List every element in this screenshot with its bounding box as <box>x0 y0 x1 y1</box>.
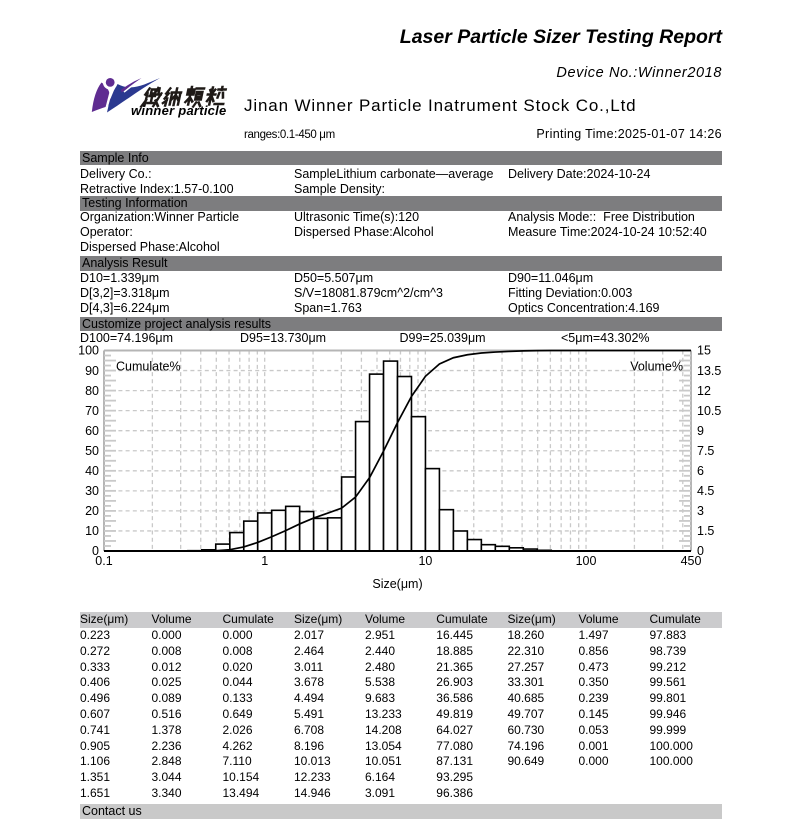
svg-text:0: 0 <box>92 544 99 558</box>
svg-text:70: 70 <box>85 404 99 418</box>
svg-text:100: 100 <box>576 554 597 568</box>
svg-text:10: 10 <box>85 524 99 538</box>
svg-text:0: 0 <box>697 544 704 558</box>
svg-text:20: 20 <box>85 504 99 518</box>
svg-text:450: 450 <box>681 554 702 568</box>
svg-text:80: 80 <box>85 384 99 398</box>
svg-text:6: 6 <box>697 464 704 478</box>
svg-text:50: 50 <box>85 444 99 458</box>
svg-text:13.5: 13.5 <box>697 364 721 378</box>
svg-text:3: 3 <box>697 504 704 518</box>
svg-text:40: 40 <box>85 464 99 478</box>
svg-text:10.5: 10.5 <box>697 404 721 418</box>
svg-text:Size(μm): Size(μm) <box>372 577 422 591</box>
svg-text:Volume%: Volume% <box>630 360 683 374</box>
svg-text:10: 10 <box>418 554 432 568</box>
svg-text:1: 1 <box>261 554 268 568</box>
svg-text:Cumulate%: Cumulate% <box>116 360 181 374</box>
svg-text:12: 12 <box>697 384 711 398</box>
svg-text:9: 9 <box>697 424 704 438</box>
svg-text:1.5: 1.5 <box>697 524 714 538</box>
svg-text:7.5: 7.5 <box>697 444 714 458</box>
svg-text:0.1: 0.1 <box>95 554 112 568</box>
svg-text:4.5: 4.5 <box>697 484 714 498</box>
svg-text:60: 60 <box>85 424 99 438</box>
svg-text:15: 15 <box>697 345 711 358</box>
svg-text:30: 30 <box>85 484 99 498</box>
svg-text:100: 100 <box>78 345 99 358</box>
svg-text:90: 90 <box>85 364 99 378</box>
